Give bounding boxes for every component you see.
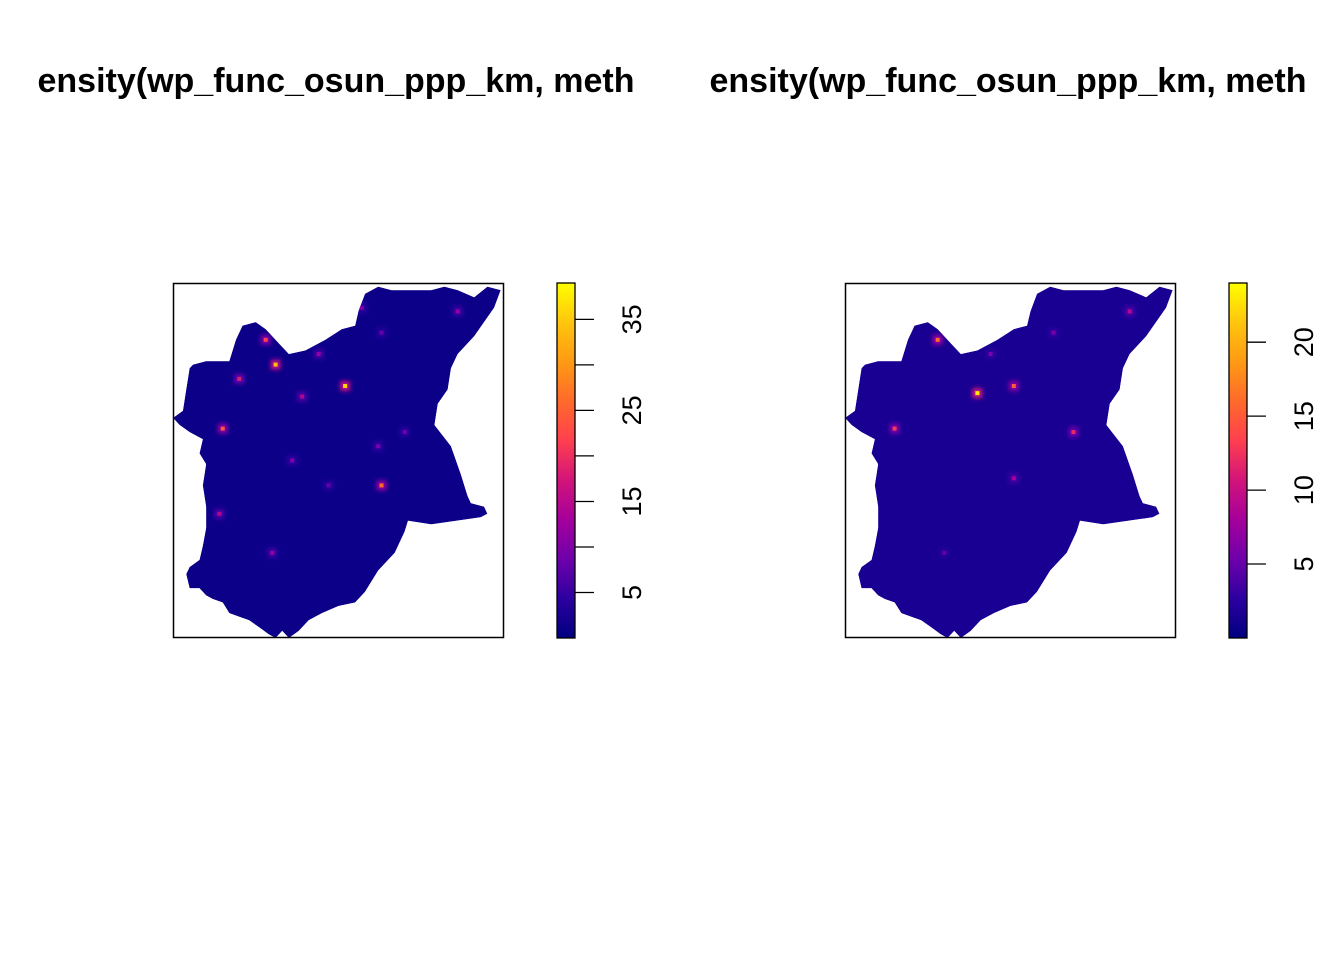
panel-1-hotspot xyxy=(455,309,460,314)
panel-1-legend-tick-label: 35 xyxy=(617,304,647,334)
panel-1-hotspot xyxy=(379,483,384,488)
panel-1-hotspot xyxy=(237,376,242,381)
panel-2-hotspot xyxy=(1058,568,1063,573)
panel-1-title: ensity(wp_func_osun_ppp_km, meth xyxy=(38,62,635,100)
panel-2-hotspot xyxy=(892,426,897,431)
panel-2-legend-tick-label: 15 xyxy=(1289,401,1319,431)
panel-1-density-map xyxy=(173,286,501,638)
panel-2-region-fill xyxy=(845,286,1173,638)
panel-2-color-legend: 5 10 15 20 xyxy=(1228,282,1319,639)
panel-2-hotspot xyxy=(975,391,980,396)
panel-1-hotspot xyxy=(359,305,364,310)
panel-1-legend-tick-label: 15 xyxy=(617,486,647,516)
panel-1-legend-bar xyxy=(556,282,576,639)
panel-1-hotspot xyxy=(290,458,295,463)
panel-1-legend-tick-label: 5 xyxy=(617,585,647,600)
panel-2-hotspot xyxy=(1127,309,1132,314)
panel-1: ensity(wp_func_osun_ppp_km, meth 5 15 25 35 xyxy=(38,62,647,639)
panel-1-hotspot xyxy=(343,384,348,388)
panel-2-density-map xyxy=(845,286,1173,638)
panel-1-hotspot xyxy=(376,444,381,449)
panel-1-region-fill xyxy=(173,286,501,638)
panel-2-plot-frame xyxy=(844,282,1177,639)
panel-1-hotspot xyxy=(273,362,278,367)
panel-2-title: ensity(wp_func_osun_ppp_km, meth xyxy=(710,62,1307,100)
panel-1-hotspot xyxy=(300,394,305,399)
panel-1-hotspot xyxy=(217,511,222,516)
panel-2-hotspot xyxy=(1051,330,1056,335)
panel-2: ensity(wp_func_osun_ppp_km, meth 5 10 15 20 xyxy=(710,62,1319,639)
panel-2-hotspot xyxy=(942,550,947,555)
panel-2-legend-bar xyxy=(1228,282,1248,639)
panel-2-legend-tick-label: 5 xyxy=(1289,556,1319,571)
panel-1-hotspot xyxy=(326,483,331,488)
panel-2-hotspot-halo xyxy=(1055,565,1066,576)
panel-1-hotspot xyxy=(379,330,384,335)
panel-2-hotspot xyxy=(1011,476,1016,481)
panel-1-plot-frame xyxy=(172,282,505,639)
panel-1-hotspot xyxy=(402,430,407,435)
panel-1-hotspot xyxy=(270,550,275,555)
panel-1-hotspot xyxy=(263,337,268,342)
panel-1-color-legend: 5 15 25 35 xyxy=(556,282,647,639)
panel-1-legend-tick-label: 25 xyxy=(617,395,647,425)
panel-1-hotspot xyxy=(316,352,321,356)
panel-2-hotspot xyxy=(935,337,940,342)
panel-2-hotspot xyxy=(1011,384,1016,388)
panel-1-legend-axis: 5 15 25 35 xyxy=(575,304,647,600)
panel-2-hotspot xyxy=(988,352,993,356)
panel-1-hotspot xyxy=(220,426,225,431)
panel-2-hotspot xyxy=(1071,430,1076,435)
panel-2-legend-axis: 5 10 15 20 xyxy=(1247,327,1319,572)
panel-2-legend-tick-label: 10 xyxy=(1289,475,1319,505)
panel-2-legend-tick-label: 20 xyxy=(1289,327,1319,357)
